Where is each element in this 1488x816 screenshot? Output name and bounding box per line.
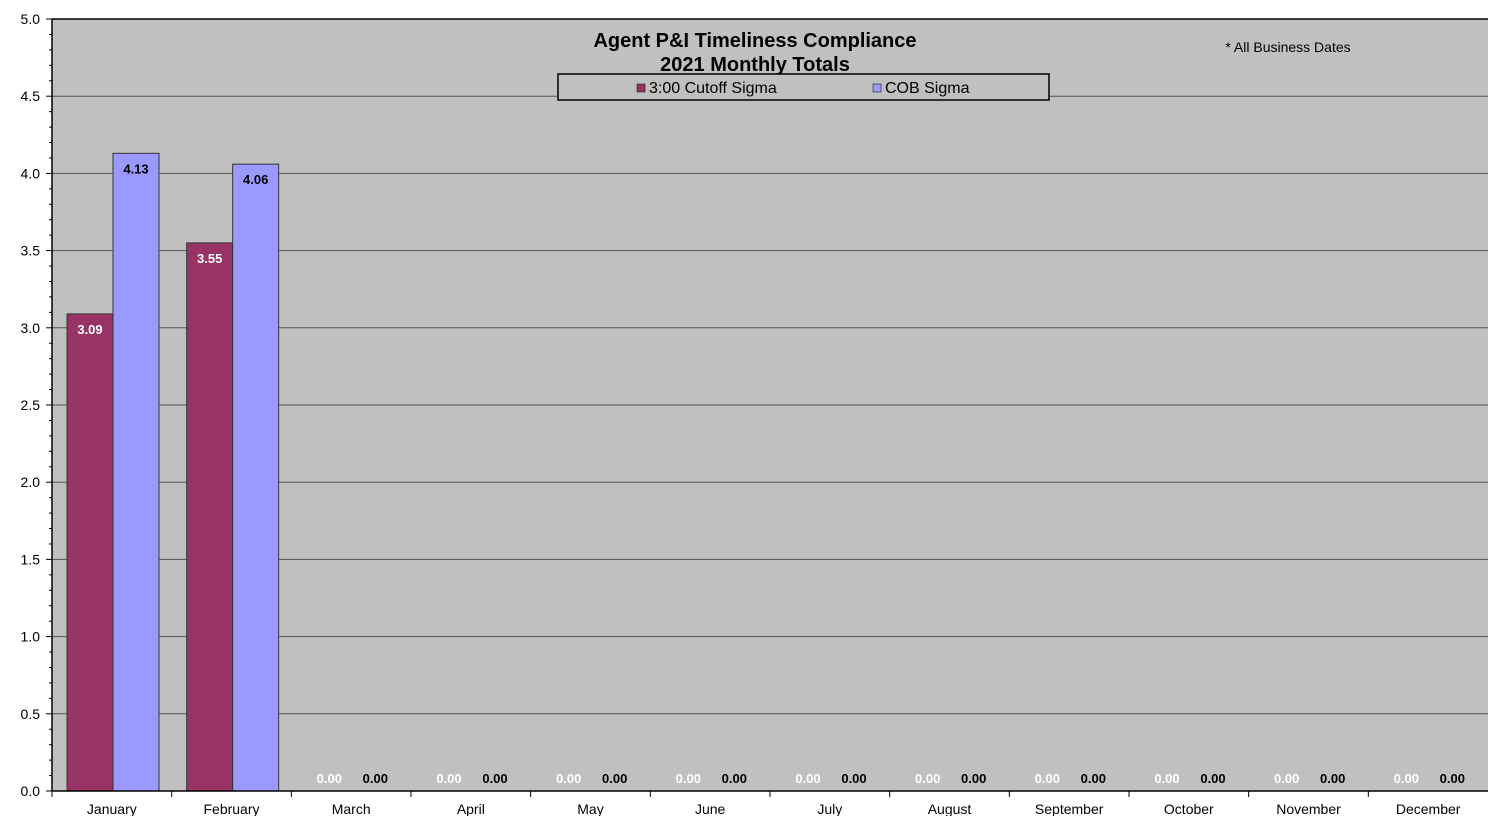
x-tick-label: January (87, 801, 137, 816)
chart-title: Agent P&I Timeliness Compliance (593, 30, 916, 52)
x-tick-label: September (1035, 801, 1104, 816)
x-tick-label: November (1276, 801, 1341, 816)
y-tick-label: 4.0 (21, 165, 41, 181)
y-tick-label: 4.5 (21, 88, 41, 104)
x-tick-label: March (332, 801, 371, 816)
data-label-cutoff: 0.00 (795, 771, 820, 786)
y-tick-label: 2.0 (21, 474, 41, 490)
data-label-cob: 0.00 (722, 771, 747, 786)
data-label-cutoff: 0.00 (1394, 771, 1419, 786)
x-tick-label: August (928, 801, 972, 816)
chart-subtitle: 2021 Monthly Totals (660, 54, 850, 76)
x-tick-label: April (457, 801, 485, 816)
data-label-cutoff: 0.00 (556, 771, 581, 786)
x-tick-label: July (817, 801, 842, 816)
x-tick-label: May (577, 801, 603, 816)
bar-cutoff-sigma (67, 314, 113, 791)
data-label-cutoff: 0.00 (676, 771, 701, 786)
x-axis-ticks: January February March April May June July Augu… (52, 791, 1461, 816)
legend-label-cutoff: 3:00 Cutoff Sigma (649, 80, 777, 97)
y-tick-label: 0.5 (21, 706, 41, 722)
x-tick-label: October (1164, 801, 1214, 816)
data-label-cutoff: 0.00 (317, 771, 342, 786)
x-tick-label: December (1396, 801, 1461, 816)
data-label-cob: 4.13 (123, 161, 148, 176)
data-label-cob: 0.00 (1440, 771, 1465, 786)
data-label-cutoff: 0.00 (915, 771, 940, 786)
data-label-cob: 4.06 (243, 172, 268, 187)
y-tick-label: 1.0 (21, 629, 41, 645)
data-label-cob: 0.00 (363, 771, 388, 786)
data-label-cob: 0.00 (602, 771, 627, 786)
y-tick-label: 3.0 (21, 320, 41, 336)
data-label-cob: 0.00 (482, 771, 507, 786)
y-tick-label: 5.0 (21, 11, 41, 27)
y-tick-label: 0.0 (21, 783, 41, 799)
data-label-cob: 0.00 (1200, 771, 1225, 786)
legend-box (558, 74, 1049, 100)
legend: 3:00 Cutoff Sigma COB Sigma (558, 74, 1049, 100)
data-label-cutoff: 0.00 (1274, 771, 1299, 786)
bar-cutoff-sigma (187, 243, 233, 791)
y-tick-label: 1.5 (21, 551, 41, 567)
data-label-cutoff: 0.00 (436, 771, 461, 786)
data-label-cob: 0.00 (1320, 771, 1345, 786)
data-label-cutoff: 3.55 (197, 251, 222, 266)
bar-cob-sigma (113, 153, 159, 791)
data-label-cutoff: 0.00 (1154, 771, 1179, 786)
legend-label-cob: COB Sigma (885, 80, 970, 97)
x-tick-label: February (203, 801, 259, 816)
chart-note: * All Business Dates (1225, 39, 1350, 55)
data-label-cob: 0.00 (841, 771, 866, 786)
y-tick-label: 3.5 (21, 243, 41, 259)
y-axis-ticks: 0.0 0.5 1.0 1.5 2.0 2.5 3.0 3.5 4.0 4.5 5.0 (21, 11, 52, 799)
x-tick-label: June (695, 801, 726, 816)
legend-swatch-cob (873, 84, 881, 92)
data-label-cutoff: 0.00 (1035, 771, 1060, 786)
data-label-cob: 0.00 (961, 771, 986, 786)
data-label-cob: 0.00 (1081, 771, 1106, 786)
data-label-cutoff: 3.09 (77, 322, 102, 337)
y-tick-label: 2.5 (21, 397, 41, 413)
bar-cob-sigma (233, 164, 279, 791)
legend-swatch-cutoff (637, 84, 645, 92)
